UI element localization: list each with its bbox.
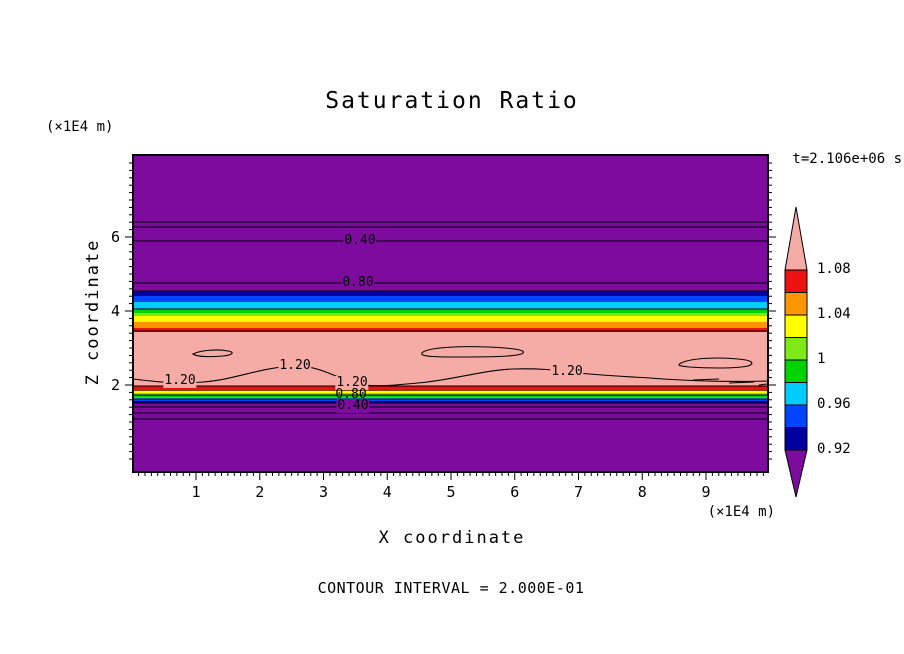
x-tick-label: 2 (255, 483, 265, 501)
x-tick-label: 5 (446, 483, 456, 501)
chart-title: Saturation Ratio (325, 88, 579, 114)
contour-label: 0.40 (336, 398, 370, 413)
contour-label: 1.20 (550, 364, 584, 379)
y-tick-label: 6 (110, 228, 120, 246)
y-axis-units: (×1E4 m) (46, 119, 114, 135)
colorbar-segment-red (784, 269, 808, 293)
fill-band-purple (133, 155, 768, 291)
colorbar-label: 1.08 (817, 261, 851, 277)
colorbar-segment-blue (784, 404, 808, 428)
plot-area: 0.40 0.80 1.20 1.20 1.20 1.20 0.80 0.40 (133, 155, 768, 472)
x-tick-label: 9 (701, 483, 711, 501)
x-tick-label: 6 (510, 483, 520, 501)
contour-label: 1.20 (278, 358, 312, 373)
colorbar-label: 0.96 (817, 396, 851, 412)
colorbar-label: 1 (817, 351, 826, 367)
time-annotation: t=2.106e+06 s (792, 151, 902, 167)
y-tick-label: 2 (110, 376, 120, 394)
colorbar-segment-green (784, 359, 808, 383)
contour-label: 0.40 (343, 233, 377, 248)
contour-interval-note: CONTOUR INTERVAL = 2.000E-01 (317, 579, 585, 597)
colorbar-label: 0.92 (817, 441, 851, 457)
fill-band-cyan (133, 302, 768, 309)
x-tick-label: 8 (637, 483, 647, 501)
fill-band-pink (133, 332, 768, 386)
contour-label: 0.80 (341, 275, 375, 290)
colorbar-segment-lightgreen (784, 337, 808, 361)
contour-label: 1.20 (163, 373, 197, 388)
x-tick-label: 3 (318, 483, 329, 501)
fill-band-purple (133, 403, 768, 472)
colorbar-label: 1.04 (817, 306, 851, 322)
colorbar (784, 206, 808, 498)
x-axis-label: X coordinate (378, 528, 526, 548)
colorbar-segment-yellow (784, 314, 808, 338)
colorbar-segment-cyan (784, 382, 808, 406)
x-axis-units: (×1E4 m) (707, 504, 775, 520)
colorbar-arrow-top (784, 206, 808, 271)
x-axis-ticks (138, 472, 764, 480)
contour-fill-bands (133, 155, 768, 472)
colorbar-arrow-bottom (784, 449, 808, 498)
colorbar-segment-navy (784, 427, 808, 451)
x-tick-label: 1 (191, 483, 201, 501)
colorbar-segment-orange (784, 292, 808, 316)
x-tick-label: 4 (382, 483, 392, 501)
y-tick-label: 4 (110, 302, 120, 320)
x-tick-label: 7 (573, 483, 584, 501)
